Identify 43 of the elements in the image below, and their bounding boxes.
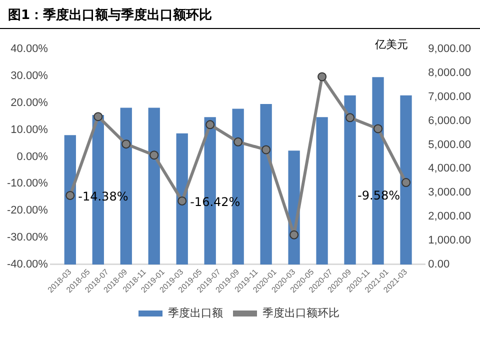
y-tick-label: 30.00% — [10, 70, 48, 82]
y2-axis-title: 亿美元 — [375, 37, 408, 52]
y2-tick-label: 5,000.00 — [428, 138, 472, 151]
y2-tick-label: 8,000.00 — [428, 66, 472, 79]
point — [122, 140, 131, 149]
y-tick-label: -40.00% — [6, 258, 48, 270]
y-tick-label: 20.00% — [10, 96, 48, 109]
y2-tick-label: 4,000.00 — [428, 162, 472, 175]
bar — [344, 95, 356, 264]
point — [346, 113, 355, 122]
legend-label: 季度出口额 — [168, 306, 223, 320]
point — [66, 190, 75, 200]
y2-tick-label: 6,000.00 — [428, 114, 472, 127]
bar — [176, 133, 188, 264]
y-tick-label: 10.00% — [10, 124, 48, 136]
bar — [260, 104, 272, 264]
point — [374, 124, 383, 134]
point — [178, 196, 187, 206]
y-tick-label: -30.00% — [6, 232, 48, 244]
y2-tick-label: 9,000.00 — [428, 43, 472, 56]
bar — [148, 108, 160, 264]
y-tick-label: 0.00% — [16, 150, 48, 163]
legend-label: 季度出口额环比 — [262, 306, 340, 320]
point — [402, 178, 411, 188]
point — [290, 230, 299, 240]
y-tick-label: -10.00% — [6, 178, 48, 190]
y-tick-label: 40.00% — [10, 43, 48, 56]
y2-tick-label: 0.00 — [428, 258, 450, 270]
y2-tick-label: 2,000.00 — [428, 210, 472, 223]
point — [94, 112, 103, 122]
point — [150, 150, 159, 160]
y2-tick-label: 3,000.00 — [428, 186, 472, 199]
y2-tick-label: 1,000.00 — [428, 234, 472, 247]
bar — [316, 117, 328, 264]
point — [206, 120, 215, 130]
chart-title: 图1：季度出口额与季度出口额环比 — [0, 0, 480, 29]
point — [234, 137, 243, 146]
y-tick-label: -20.00% — [6, 204, 48, 217]
bar — [64, 135, 76, 264]
bar — [400, 95, 412, 264]
y2-tick-label: 7,000.00 — [428, 90, 472, 103]
point — [318, 72, 327, 82]
point — [262, 145, 271, 154]
